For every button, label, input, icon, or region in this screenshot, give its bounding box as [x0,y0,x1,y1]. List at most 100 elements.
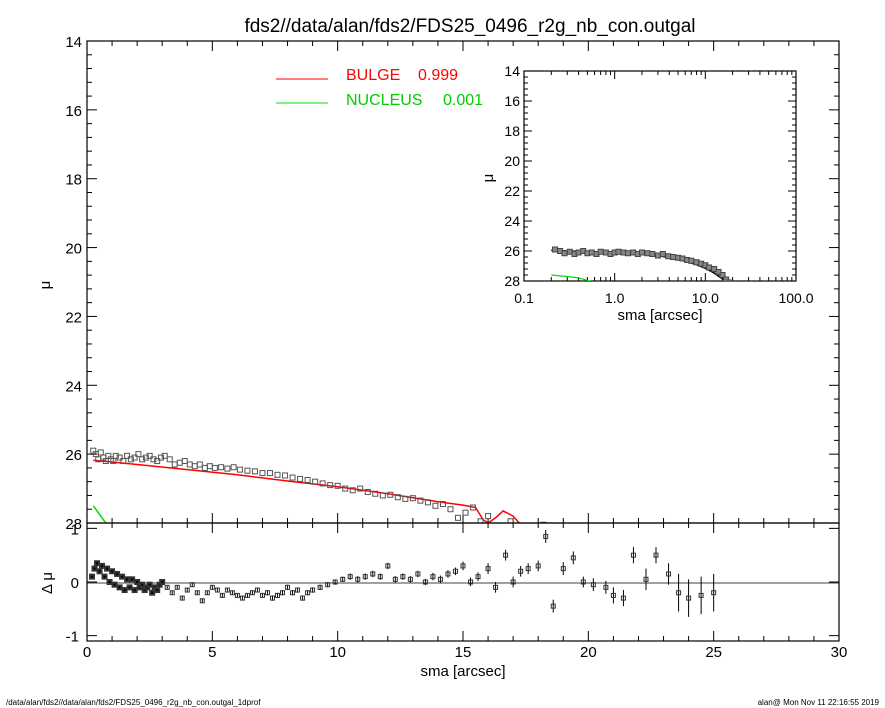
residual-point [460,563,466,569]
residual-point [134,579,141,585]
main-data-point [201,464,208,471]
main-data-point [319,480,326,487]
residual-point [259,592,265,598]
inset-x-tick-label: 100.0 [778,290,813,306]
main-data-point [154,458,161,465]
main-data-point [424,499,431,506]
residual-point [154,587,161,594]
main-panel: 14 16 18 20 22 24 26 28 μ BULGE 0.999 NUCLEUS 0… [37,34,840,533]
residual-point [114,570,121,577]
main-data-point [507,518,514,523]
residual-point [280,590,286,596]
residual-point [116,584,123,591]
main-data-point [150,456,157,463]
residual-point [475,574,481,580]
residual-point [139,581,146,588]
main-data-point [297,475,304,482]
inset-y-tick-label: 28 [504,273,520,289]
main-data-point [501,524,506,529]
inset-data-point [706,264,713,271]
residual-point [109,568,116,575]
inset-data-point [615,248,622,255]
legend-bulge-label: BULGE [346,67,400,84]
main-data-point [161,452,168,459]
inset-y-tick-label: 18 [504,123,520,139]
residual-point [214,587,220,593]
main-data-point [485,513,492,520]
residual-point [445,571,451,577]
main-data-point [531,527,536,532]
main-data-point [171,461,178,468]
residual-point [164,584,170,590]
residual-point [698,592,704,598]
residual-ticks: 0 5 10 15 20 25 30-101 [66,521,848,661]
residual-x-tick-label: 25 [705,644,722,661]
inset-data-point [649,251,656,257]
residual-point [305,590,311,596]
inset-y-tick-label: 26 [504,243,520,259]
inset-ticks: 0.1 1.0 10.0 100.0 14 16 18 20 22 24 26 28 [504,63,813,306]
residual-point [347,574,353,580]
main-data-point [146,452,153,459]
main-data-point [196,461,203,468]
inset-data-point [688,257,695,264]
residual-point [204,590,210,596]
residual-point [385,563,391,569]
main-data-point [493,527,498,532]
inset-data-point [719,272,726,278]
main-data-point [573,527,578,532]
main-data-point [611,527,616,532]
main-data-point [266,470,273,477]
main-data-point [462,509,469,516]
main-data-point [417,497,424,504]
residual-point [131,587,138,594]
footer-path: /data/alan/fds2//data/alan/fds2/FDS25_04… [6,698,261,707]
residual-point [159,579,166,585]
main-data-point [186,461,193,468]
main-data-point [454,514,461,521]
residual-point [194,590,200,596]
residual-x-tick-label: 20 [580,644,597,661]
residual-point [104,565,111,572]
residual-point [199,598,205,604]
residual-point [570,555,576,561]
main-y-tick-label: 18 [65,172,82,189]
residual-point [560,566,566,572]
main-y-tick-label: 24 [65,378,82,395]
main-data-point [540,521,547,523]
residual-point [285,584,291,590]
inset-data-point [730,283,735,288]
residual-point [184,587,190,593]
residual-point [254,587,260,593]
main-y-tick-label: 22 [65,309,82,326]
residual-point [392,576,398,582]
inset-y-tick-label: 14 [504,63,520,79]
inset-data-point [597,248,604,255]
residual-point [290,590,296,596]
residual-point [525,566,531,572]
main-y-tick-label: 28 [65,516,82,533]
main-data-point [439,501,446,508]
main-y-axis-label: μ [37,281,54,290]
main-data-point [124,452,131,459]
residual-point [149,589,156,596]
residual-point [510,579,516,585]
residual-point [94,560,101,567]
inset-data-point [726,279,733,281]
legend-nucleus-label: NUCLEUS [346,92,422,109]
residual-point [275,592,281,598]
main-data-point [364,489,371,496]
residual-point [126,584,133,591]
main-y-tick-label: 16 [65,103,82,120]
residual-x-tick-label: 5 [208,644,216,661]
inset-series [551,246,735,288]
main-nucleus-line [92,505,107,523]
residual-point [422,579,428,585]
residual-point [239,595,245,601]
inset-x-axis-label: sma [arcsec] [617,307,702,324]
residual-point [377,574,383,580]
main-data-point [236,466,243,473]
residual-point [518,568,524,574]
residual-point [400,574,406,580]
residual-point [209,584,215,590]
